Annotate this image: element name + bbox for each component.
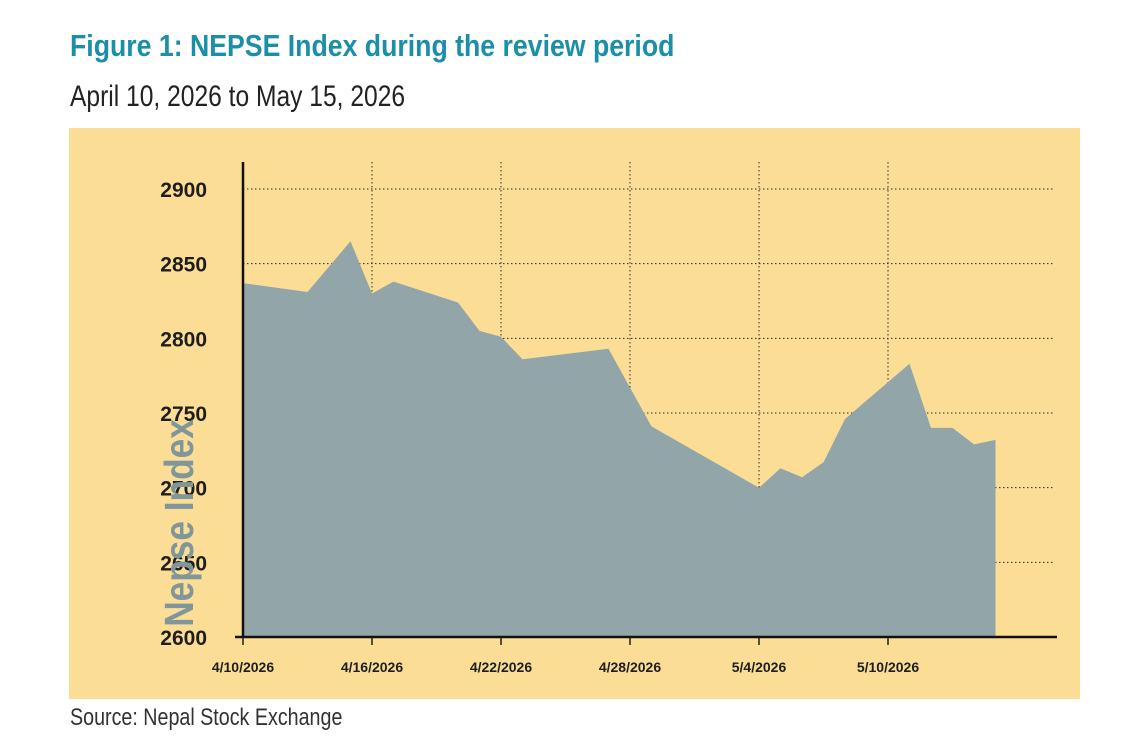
y-tick-label: 2900 (160, 179, 207, 202)
nepse-index-area (243, 241, 996, 638)
x-tick-label: 4/10/2026 (212, 659, 274, 675)
y-tick-label: 2800 (160, 328, 207, 351)
figure-subtitle: April 10, 2026 to May 15, 2026 (70, 80, 406, 113)
x-tick-label: 4/28/2026 (599, 659, 661, 675)
x-tick-label: 4/22/2026 (470, 659, 532, 675)
y-tick-label: 2700 (160, 478, 207, 501)
figure-title: Figure 1: NEPSE Index during the review … (70, 28, 675, 63)
chart-panel: 2600 2650 2700 2750 2800 2850 2900 4/10/2026 4/… (69, 128, 1080, 699)
y-tick-label: 2600 (160, 627, 207, 650)
source-note: Source: Nepal Stock Exchange (70, 704, 343, 731)
y-tick-label: 2850 (160, 254, 207, 277)
nepse-area-chart: 2600 2650 2700 2750 2800 2850 2900 4/10/2026 4/… (157, 162, 1057, 675)
y-tick-label: 2750 (160, 403, 207, 426)
x-tick-label: 5/4/2026 (732, 659, 787, 675)
x-tick-label: 4/16/2026 (341, 659, 403, 675)
y-axis-label: Nepse Index (157, 419, 203, 627)
x-tick-label: 5/10/2026 (857, 659, 919, 675)
y-tick-label: 2650 (160, 552, 207, 575)
